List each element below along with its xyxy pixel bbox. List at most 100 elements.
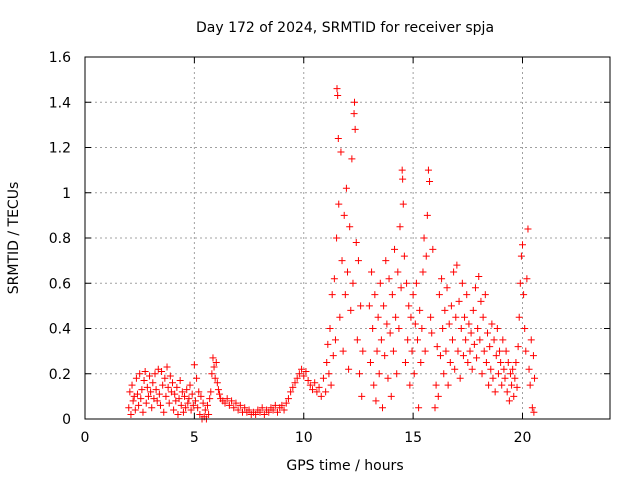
data-point — [482, 358, 490, 366]
data-point — [295, 370, 303, 378]
x-tick-label: 5 — [190, 430, 199, 446]
data-point — [342, 184, 350, 192]
data-point — [340, 211, 348, 219]
data-point — [521, 325, 529, 332]
data-point — [302, 367, 310, 375]
data-point — [377, 336, 385, 344]
data-point — [415, 404, 423, 412]
data-point — [391, 245, 399, 253]
data-point — [354, 257, 362, 265]
data-point — [284, 395, 292, 403]
data-point — [524, 225, 532, 233]
data-point — [488, 320, 496, 328]
data-point — [334, 91, 342, 99]
data-point — [128, 381, 136, 389]
data-point — [511, 374, 519, 382]
data-point — [400, 252, 408, 260]
data-point — [162, 392, 170, 400]
data-point — [523, 275, 531, 283]
data-point — [258, 404, 266, 412]
data-point — [174, 410, 182, 418]
data-point — [496, 347, 504, 355]
data-point — [155, 390, 163, 398]
y-tick-label: 0.4 — [49, 322, 71, 338]
y-tick-label: 0.2 — [49, 367, 71, 383]
data-point — [514, 343, 522, 351]
data-point — [211, 374, 219, 382]
data-point — [487, 365, 495, 373]
data-point — [193, 374, 201, 382]
data-point — [516, 279, 524, 287]
data-point — [432, 381, 440, 389]
data-point — [418, 325, 426, 332]
data-point — [385, 275, 393, 283]
data-point — [347, 306, 355, 314]
data-point — [469, 306, 477, 314]
y-tick-label: 0.8 — [49, 231, 71, 247]
data-point — [351, 125, 359, 133]
data-point — [330, 275, 338, 283]
data-point — [346, 223, 354, 231]
data-point — [339, 347, 347, 355]
data-point — [210, 363, 218, 371]
data-point — [406, 381, 414, 389]
data-point — [470, 340, 478, 348]
data-point — [282, 399, 290, 407]
data-point — [489, 374, 497, 382]
data-point — [336, 313, 344, 321]
data-point — [201, 406, 209, 414]
data-point — [530, 408, 538, 416]
data-point — [447, 302, 455, 310]
data-point — [287, 388, 295, 396]
data-point — [454, 347, 462, 355]
data-point — [424, 166, 432, 174]
data-point — [373, 347, 381, 355]
y-tick-label: 1.4 — [49, 95, 71, 111]
data-point — [196, 410, 204, 418]
data-point — [327, 381, 335, 389]
data-point — [322, 388, 330, 396]
data-point — [433, 343, 441, 351]
data-point — [428, 329, 436, 337]
data-point — [274, 408, 281, 416]
data-point — [216, 390, 224, 398]
data-point — [517, 252, 525, 260]
data-point — [169, 379, 176, 387]
data-point — [214, 386, 222, 394]
data-point — [228, 397, 236, 405]
data-point — [501, 374, 509, 382]
data-point — [371, 291, 379, 299]
data-point — [209, 354, 217, 362]
y-tick-label: 1 — [62, 186, 71, 202]
data-point — [156, 401, 164, 409]
data-point — [381, 352, 389, 360]
data-point — [152, 386, 160, 394]
data-point — [531, 374, 539, 382]
data-point — [397, 284, 405, 292]
data-point — [293, 374, 301, 382]
data-point — [485, 381, 493, 389]
data-point — [434, 392, 442, 400]
data-point — [396, 223, 404, 231]
data-point — [304, 377, 312, 385]
data-point — [161, 374, 169, 382]
data-point — [520, 291, 528, 299]
data-point — [440, 370, 448, 378]
data-point — [199, 399, 207, 407]
data-point — [427, 313, 435, 321]
data-point — [502, 347, 510, 355]
data-point — [147, 388, 155, 396]
data-point — [513, 383, 521, 391]
data-point — [269, 406, 277, 414]
data-point — [394, 268, 402, 276]
data-point — [271, 401, 279, 409]
data-point — [388, 291, 396, 299]
data-point — [416, 306, 424, 314]
y-tick-label: 1.6 — [49, 50, 71, 66]
data-point — [527, 336, 535, 344]
data-point — [468, 365, 476, 373]
data-point — [160, 408, 168, 416]
data-point — [477, 297, 485, 305]
data-point — [417, 358, 425, 366]
y-tick-label: 0.6 — [49, 276, 71, 292]
